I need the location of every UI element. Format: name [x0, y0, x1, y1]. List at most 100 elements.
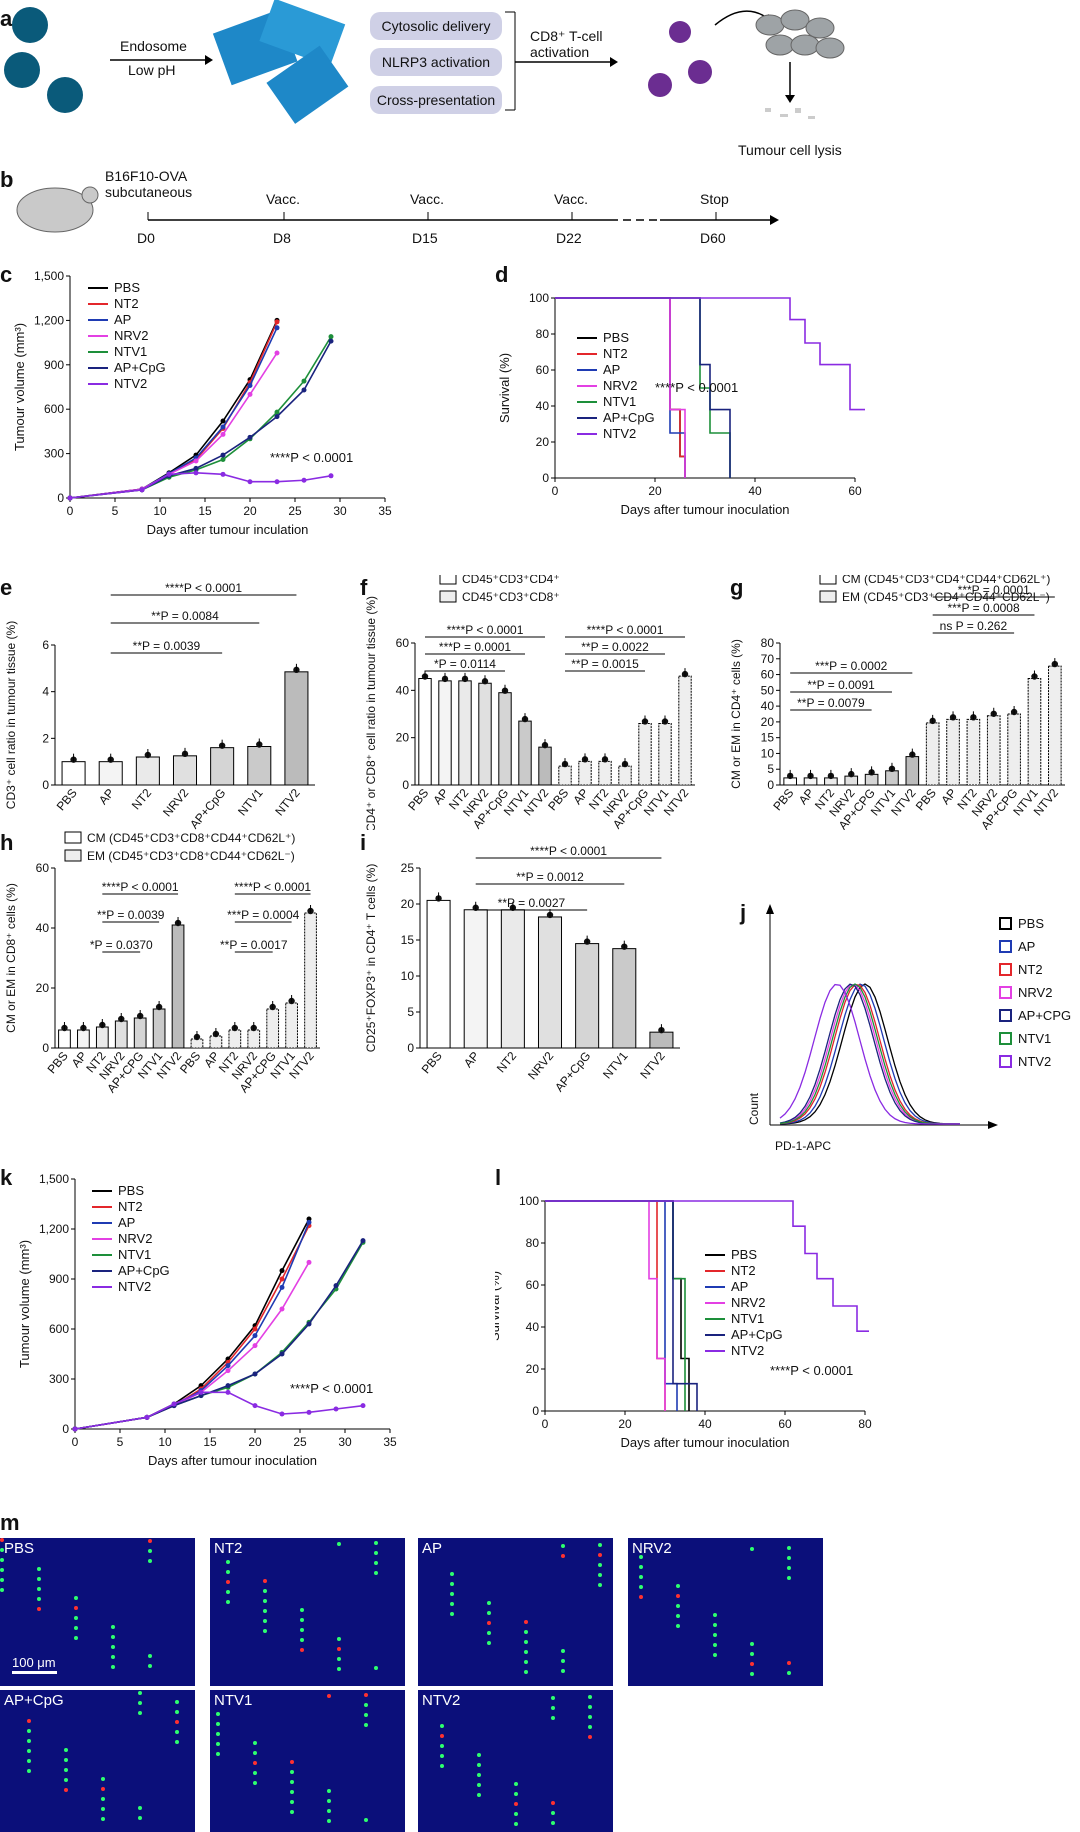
x-tick-label: PBS	[913, 786, 939, 813]
panel-c: c 0 5 10 15 20 25 30 35 0 300 600 900 1,200 1,500 Days …	[0, 262, 420, 562]
x-tick-label: 20	[243, 504, 257, 518]
cell-signal	[216, 1712, 220, 1716]
p-value-annotation: ****P < 0.0001	[270, 450, 353, 465]
nanoparticle-icon	[12, 7, 48, 43]
chart-l: 0 20 40 60 80 0 20 40 60 80 100 Days after tumour i…	[495, 1194, 872, 1450]
cell-signal	[676, 1624, 680, 1628]
x-tick-label: 15	[203, 1435, 217, 1449]
y-axis-title: CD3⁺ cell ratio in tumour tissue (%)	[4, 621, 18, 809]
bar	[135, 756, 160, 786]
y-tick-label: 25	[401, 861, 415, 875]
cell-signal	[175, 1740, 179, 1744]
legend-label: NRV2	[118, 1231, 152, 1246]
legend-label: CD45⁺CD3⁺CD4⁺	[462, 575, 560, 586]
panel-l: l 0 20 40 60 80 0 20 40 60 80 100 Days after tumour …	[495, 1165, 895, 1505]
cell-signal	[450, 1602, 454, 1606]
cell-signal	[787, 1576, 791, 1580]
data-point	[198, 1389, 204, 1395]
cell-signal	[216, 1742, 220, 1746]
p-value-annotation: **P = 0.0017	[220, 938, 288, 952]
tile-label: NTV1	[214, 1692, 253, 1709]
cell-signal	[524, 1650, 528, 1654]
data-point	[274, 319, 280, 325]
bar	[304, 912, 317, 1049]
cell-signal	[598, 1543, 602, 1547]
x-tick-label: PBS	[54, 786, 80, 813]
y-axis-title: Count	[747, 1092, 761, 1125]
bar	[228, 1029, 242, 1049]
bar	[966, 718, 981, 786]
panel-label-i: i	[360, 830, 367, 855]
x-tick-label: 35	[378, 504, 392, 518]
cell-signal	[138, 1691, 142, 1695]
cell-signal	[487, 1611, 491, 1615]
cell-signal	[27, 1749, 31, 1753]
cell-signal	[750, 1672, 754, 1676]
y-tick-label: 10	[401, 969, 415, 983]
data-point	[306, 1219, 312, 1225]
cell-signal	[138, 1816, 142, 1820]
cell-signal	[477, 1763, 481, 1767]
data-point	[139, 487, 145, 493]
y-tick-label: 60	[396, 636, 410, 650]
x-tick-label: 40	[698, 1417, 712, 1431]
legend-label: NTV2	[1018, 1054, 1051, 1069]
cell-signal	[750, 1662, 754, 1666]
panel-label-m: m	[0, 1510, 20, 1535]
cell-signal	[598, 1583, 602, 1587]
x-tick-label: NT2	[494, 1049, 520, 1076]
x-tick-label: 0	[67, 504, 74, 518]
cell-signal	[290, 1780, 294, 1784]
data-point	[360, 1238, 366, 1244]
bar	[247, 1029, 261, 1049]
x-tick-label: AP	[461, 1049, 482, 1070]
legend-label: PBS	[731, 1247, 757, 1262]
cell-signal	[551, 1821, 555, 1825]
cell-signal	[639, 1575, 643, 1579]
bar	[885, 770, 899, 786]
y-tick-label: 0	[42, 1041, 49, 1055]
bar	[285, 1002, 298, 1049]
y-tick-label: 70	[761, 652, 775, 666]
cell-signal	[598, 1563, 602, 1567]
data-point	[247, 434, 253, 440]
day-label: D60	[700, 230, 726, 246]
cell-signal	[561, 1659, 565, 1663]
cell-signal	[337, 1542, 341, 1546]
panel-d: d 0 20 40 60 0 20 40 60 80 100 Days after tumour in…	[495, 262, 895, 562]
p-value-annotation: ****P < 0.0001	[234, 880, 311, 894]
cell-signal	[337, 1637, 341, 1641]
p-value-annotation: *P = 0.0370	[90, 938, 153, 952]
cell-signal	[524, 1660, 528, 1664]
p-value-annotation: **P = 0.0039	[97, 908, 165, 922]
cell-signal	[551, 1706, 555, 1710]
x-tick-label: 0	[72, 1435, 79, 1449]
micrograph-tile: AP	[418, 1538, 613, 1686]
bar	[284, 671, 309, 786]
cell-signal	[676, 1614, 680, 1618]
bar	[925, 722, 940, 786]
bar	[1007, 713, 1021, 786]
cell-signal	[111, 1625, 115, 1629]
y-tick-label: 40	[396, 683, 410, 697]
data-point	[274, 409, 280, 415]
series-line	[545, 1200, 698, 1411]
y-tick-label: 0	[42, 778, 49, 792]
y-tick-label: 0	[402, 778, 409, 792]
panel-h: h 0 20 40 60 CM or EM in CD8⁺ cells (%) PBS AP N…	[0, 830, 330, 1160]
tcell-label: CD8⁺ T-cell activation	[530, 28, 603, 60]
series-line	[545, 1200, 869, 1332]
histogram-line	[779, 983, 961, 1125]
nanoparticle-icon	[47, 77, 83, 113]
bar	[478, 682, 492, 786]
bar	[463, 909, 488, 1049]
cell-signal	[450, 1612, 454, 1616]
cell-signal	[713, 1653, 717, 1657]
legend-label: NTV2	[114, 376, 147, 391]
bar	[247, 746, 272, 786]
legend-label: EM (CD45⁺CD3⁺CD8⁺CD44⁺CD62L⁻)	[87, 849, 295, 863]
bar	[612, 948, 637, 1049]
panel-label-l: l	[495, 1165, 502, 1190]
legend-label: NRV2	[731, 1295, 765, 1310]
